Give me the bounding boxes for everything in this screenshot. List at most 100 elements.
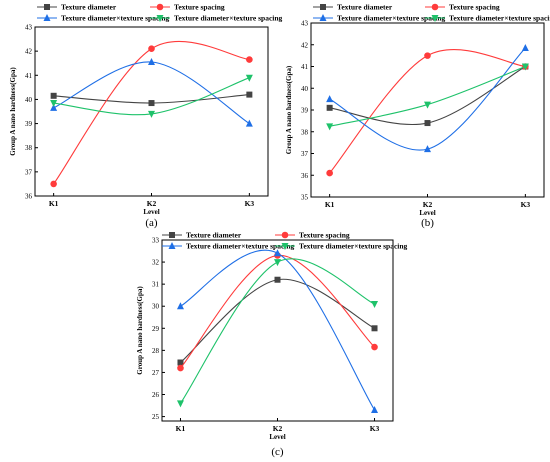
y-tick-label: 26 [152,391,160,399]
y-tick-label: 27 [152,369,160,377]
legend-item-texture-diameter-texture-spacing: Texture diameter×texture spacing [150,14,283,23]
series-texture-spacing-circle-point-k2 [424,52,431,59]
panel-label: (a) [145,217,158,229]
y-tick-label: 39 [25,120,33,128]
series-texture-diameter-square-point-k2 [148,100,155,107]
y-tick-label: 41 [301,63,309,71]
legend-label: Texture spacing [174,3,225,12]
legend-marker [320,4,326,10]
x-axis-title: Level [419,209,435,217]
series-texture-diameter-texture-spacing-triangle-down-line [53,77,250,116]
series-texture-diameter-texture-spacing-triangle-down-line [329,65,526,127]
series-texture-diameter-square-point-k3 [371,325,378,332]
y-tick-label: 38 [301,128,309,136]
series-texture-spacing-circle-line [180,254,375,369]
legend-item-texture-diameter-texture-spacing: Texture diameter×texture spacing [313,14,446,23]
y-tick-label: 36 [25,193,33,201]
legend-item-texture-diameter-texture-spacing: Texture diameter×texture spacing [425,14,550,23]
y-tick-label: 25 [152,413,160,421]
legend-item-texture-diameter-texture-spacing: Texture diameter×texture spacing [37,14,170,23]
legend-label: Texture diameter×texture spacing [449,14,550,23]
legend-marker [43,14,51,21]
y-tick-label: 29 [152,325,160,333]
legend-marker [431,15,439,22]
panel-label: (c) [271,446,284,458]
legend-label: Texture diameter [186,231,242,240]
series-texture-diameter-square-line [180,278,375,363]
legend-item-texture-spacing: Texture spacing [275,231,350,240]
series-texture-diameter-texture-spacing-triangle-up-point-k1 [326,95,334,103]
legend-marker [156,15,164,22]
x-tick-label: K1 [325,200,335,209]
y-tick-label: 39 [301,107,309,115]
series-texture-diameter-texture-spacing-triangle-up-line [329,47,526,151]
legend-label: Texture diameter×texture spacing [61,14,170,23]
y-tick-label: 40 [301,85,309,93]
x-tick-label: K3 [370,424,380,433]
y-tick-label: 36 [301,172,309,180]
legend-marker [281,231,289,239]
series-texture-diameter-texture-spacing-triangle-up-line [180,249,375,411]
y-tick-label: 40 [25,96,33,104]
x-tick-label: K1 [49,199,59,208]
y-tick-label: 32 [152,259,160,267]
x-tick-label: K3 [521,200,531,209]
legend-label: Texture diameter×texture spacing [174,14,283,23]
series-texture-diameter-texture-spacing-triangle-down-point-k1 [326,123,334,131]
y-tick-label: 35 [301,194,309,202]
legend-marker [168,242,176,249]
legend-marker [281,243,289,250]
legend-marker [44,4,50,10]
series-texture-diameter-texture-spacing-triangle-up-point-k3 [245,119,253,127]
series-texture-spacing-circle-point-k1 [50,180,57,188]
legend-label: Texture diameter [61,3,117,12]
series-texture-diameter-square-point-k2 [274,276,281,283]
y-tick-label: 38 [25,144,33,152]
y-tick-label: 43 [25,24,33,32]
series-texture-diameter-square-point-k1 [326,104,333,111]
legend-item-texture-diameter-texture-spacing: Texture diameter×texture spacing [162,242,295,251]
legend-item-texture-diameter: Texture diameter [162,231,242,240]
panel-label: (b) [421,217,434,229]
legend-label: Texture diameter [337,3,393,12]
y-tick-label: 30 [152,303,160,311]
series-texture-spacing-circle-point-k1 [177,364,184,372]
x-tick-label: K2 [423,200,433,209]
series-texture-diameter-texture-spacing-triangle-down-point-k3 [521,63,529,71]
x-axis-title: Level [269,433,285,441]
x-tick-label: K2 [273,424,283,433]
legend-item-texture-diameter: Texture diameter [37,3,117,12]
plot-frame [161,239,394,422]
series-texture-diameter-texture-spacing-triangle-down-point-k2 [424,101,431,109]
y-axis-title: Group A nano hardness(Gpa) [285,65,293,154]
series-texture-diameter-texture-spacing-triangle-down-point-k2 [148,110,155,118]
x-tick-label: K2 [147,199,157,208]
y-tick-label: 42 [301,41,309,49]
y-tick-label: 41 [25,72,33,80]
chart-panel-a: 36 37 38 39 40 41 42 43 K1 K2 K3 Level Group A nano … [9,3,283,230]
legend-marker [169,232,175,238]
x-axis-title: Level [143,208,159,216]
chart-panel-c: 25 26 27 28 29 30 31 32 33 K1 K2 K3 Level Group A nan… [136,231,408,459]
series-texture-diameter-square-line [329,66,526,125]
series-texture-diameter-square-point-k1 [177,359,184,366]
series-texture-diameter-texture-spacing-triangle-up-point-k2 [274,249,281,257]
chart-panel-b: 35 36 37 38 39 40 41 42 43 K1 K2 K3 Level Group A nan… [285,3,550,230]
series-texture-diameter-texture-spacing-triangle-up-point-k2 [424,145,431,153]
series-texture-diameter-texture-spacing-triangle-down-point-k2 [274,259,281,267]
y-tick-label: 43 [301,20,309,28]
legend-marker [431,3,439,11]
y-tick-label: 28 [152,347,160,355]
series-texture-spacing-circle-line [329,49,526,174]
legend-marker [319,14,327,21]
series-texture-diameter-texture-spacing-triangle-down-point-k3 [371,301,379,309]
y-axis-title: Group A nano hardness(Gpa) [136,286,144,375]
legend-item-texture-diameter: Texture diameter [313,3,393,12]
series-texture-spacing-circle-line [53,40,250,185]
series-texture-spacing-circle-point-k2 [148,45,155,53]
legend-label: Texture diameter×texture spacing [186,242,295,251]
series-texture-spacing-circle-point-k3 [371,343,378,351]
series-texture-diameter-texture-spacing-triangle-up-point-k1 [176,302,184,310]
series-texture-diameter-square-point-k3 [246,91,253,98]
